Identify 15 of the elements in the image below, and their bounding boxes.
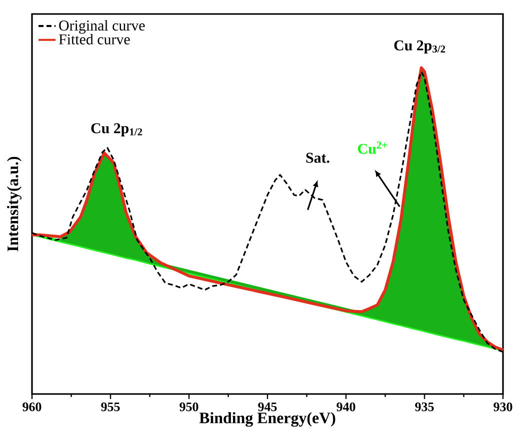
annotation: Cu 2p$_{1/2}$ xyxy=(91,123,142,136)
x-tick-label: 945 xyxy=(258,402,277,412)
y-axis-title: Intensity(a.u.) xyxy=(6,156,22,252)
text: Cu 2p$_{3/2}$ xyxy=(394,40,446,54)
annotation: Sat. xyxy=(306,152,330,163)
x-tick-label: 955 xyxy=(101,402,120,412)
x-tick-label: 950 xyxy=(180,402,198,412)
x-tick-label: 960 xyxy=(22,402,42,412)
x-tick-label: 940 xyxy=(336,402,356,412)
x-tick-label: 935 xyxy=(415,402,434,412)
x-tick-label: 930 xyxy=(494,402,512,412)
x-axis-title: Binding Energy(eV) xyxy=(199,412,336,427)
legend-label: Fitted curve xyxy=(58,34,130,44)
legend-label: Original curve xyxy=(59,20,145,34)
annotation: Cu$^{2+}$ xyxy=(358,142,388,154)
